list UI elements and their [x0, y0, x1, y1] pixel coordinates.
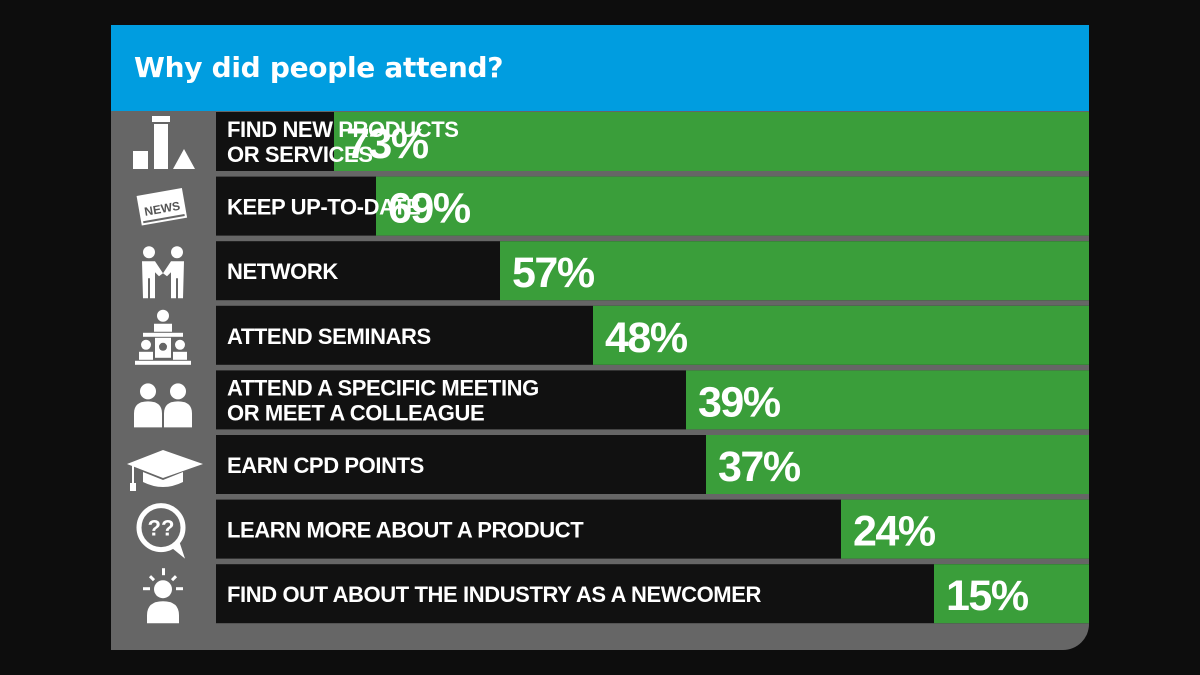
news-icon-text: NEWS: [143, 199, 181, 219]
bar-value-label: 15%: [946, 572, 1029, 620]
bar-category-label: KEEP UP-TO-DATE: [227, 195, 420, 220]
bar: [334, 112, 1089, 171]
chart-card: Why did people attend? FIND NEW PRODUCTS…: [111, 25, 1089, 650]
bar-category-label: LEARN MORE ABOUT A PRODUCT: [227, 518, 584, 543]
bar-category-label: ATTEND SEMINARS: [227, 324, 431, 349]
bar-row: FIND OUT ABOUT THE INDUSTRY AS A NEWCOME…: [143, 564, 1089, 624]
bar: [934, 564, 1089, 624]
products-icon: [133, 116, 195, 169]
lightbulb-person-icon: [143, 568, 183, 624]
bar: [593, 305, 1089, 365]
question-bubble-icon: ??: [136, 503, 186, 559]
bar: [376, 176, 1089, 236]
bar-value-label: 69%: [388, 185, 471, 233]
bar-row: NETWORK 57%: [142, 241, 1089, 301]
bar-value-label: 48%: [605, 314, 688, 362]
bar-row: EARN CPD POINTS 37%: [127, 435, 1089, 494]
bar-row: ?? LEARN MORE ABOUT A PRODUCT 24%: [136, 499, 1089, 559]
news-icon: NEWS: [136, 188, 188, 226]
bar-category-label: ATTEND A SPECIFIC MEETING OR MEET A COLLE…: [227, 375, 539, 425]
bar-value-label: 24%: [853, 508, 936, 556]
bar-value-label: 73%: [346, 120, 429, 168]
seminar-icon: [135, 309, 191, 365]
chart-header: Why did people attend?: [111, 25, 1089, 111]
question-icon-text: ??: [148, 516, 175, 541]
meeting-icon: [134, 383, 192, 428]
bar-category-label: FIND NEW PRODUCTS OR SERVICES: [227, 117, 459, 167]
bar: [686, 370, 1089, 430]
bar-value-label: 57%: [512, 249, 595, 297]
bar: [706, 435, 1089, 494]
bar: [500, 241, 1089, 301]
chart-title: Why did people attend?: [134, 51, 504, 84]
graduation-cap-icon: [127, 450, 203, 491]
bar-category-label: EARN CPD POINTS: [227, 453, 424, 478]
bar-value-label: 39%: [698, 378, 781, 426]
bar-category-label: FIND OUT ABOUT THE INDUSTRY AS A NEWCOME…: [227, 582, 762, 607]
bar-row: ATTEND A SPECIFIC MEETING OR MEET A COLLE…: [134, 370, 1089, 430]
bar-row: ATTEND SEMINARS 48%: [135, 305, 1089, 365]
bar: [841, 499, 1089, 559]
bar-category-label: NETWORK: [227, 259, 338, 284]
bar-value-label: 37%: [718, 443, 801, 491]
handshake-icon: [142, 246, 184, 299]
